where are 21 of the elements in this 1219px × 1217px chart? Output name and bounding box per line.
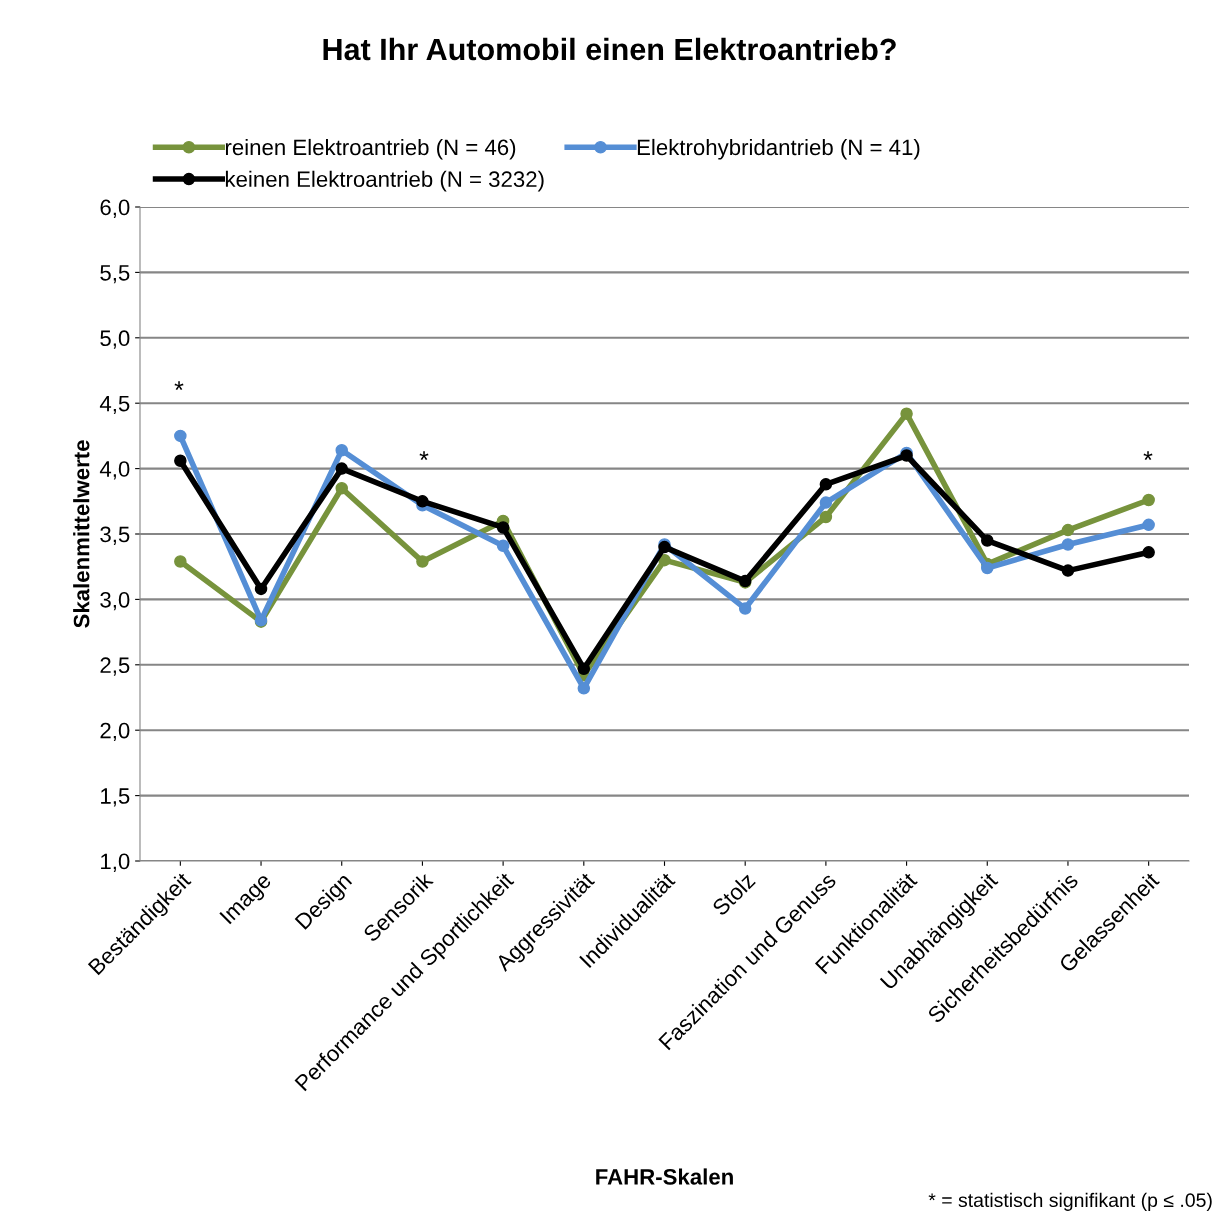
y-tick-label: 1,0 (101, 853, 130, 872)
y-axis-title: Skalenmittelwerte (73, 440, 90, 628)
text: * = statistisch signifikant (p ≤ .05) (928, 1192, 1212, 1211)
legend-label: Elektrohybridantrieb (N = 41) (637, 138, 920, 160)
annotation: * (1143, 451, 1153, 461)
y-tick-label: 1,5 (101, 788, 130, 807)
y-tick-label: 6,0 (100, 199, 130, 218)
annotation: * (419, 451, 429, 461)
y-tick-label: 2,0 (100, 722, 130, 742)
y-tick-label: 5,5 (100, 265, 130, 284)
legend-label: keinen Elektroantrieb (N = 3232) (225, 170, 544, 192)
y-tick-label: 3,0 (100, 591, 130, 611)
y-tick-label: 4,0 (99, 461, 130, 480)
chart-title: Hat Ihr Automobil einen Elektroantrieb? (323, 37, 896, 61)
y-tick-label: 4,5 (99, 395, 130, 415)
legend-label: reinen Elektroantrieb (N = 46) (225, 138, 516, 160)
y-tick-label: 2,5 (100, 657, 130, 676)
y-tick-label: 5,0 (100, 330, 130, 349)
y-tick-label: 3,5 (100, 526, 130, 545)
x-axis-title: FAHR-Skalen (596, 1168, 733, 1185)
annotation: * (174, 381, 184, 391)
